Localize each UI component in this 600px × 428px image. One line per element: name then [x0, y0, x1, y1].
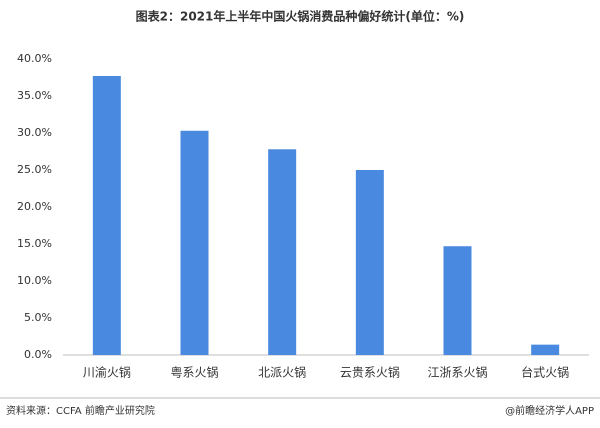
- chart-title: 图表2：2021年上半年中国火锅消费品种偏好统计(单位：%): [136, 9, 465, 24]
- x-tick-label: 台式火锅: [521, 365, 569, 380]
- y-tick-label: 20.0%: [17, 200, 52, 213]
- y-tick-label: 15.0%: [17, 237, 52, 250]
- credit: @前瞻经济学人APP: [505, 404, 594, 417]
- y-tick-label: 10.0%: [17, 274, 52, 287]
- bar: [92, 76, 121, 356]
- bar: [180, 130, 209, 355]
- y-tick-label: 5.0%: [24, 311, 52, 324]
- bar: [355, 170, 384, 355]
- x-tick-label: 川渝火锅: [83, 365, 131, 380]
- bar: [443, 246, 472, 355]
- y-tick-label: 25.0%: [17, 163, 52, 176]
- bar: [531, 344, 560, 355]
- bar: [268, 149, 297, 355]
- source: 资料来源：CCFA 前瞻产业研究院: [6, 404, 155, 417]
- x-tick-label: 粤系火锅: [170, 365, 218, 380]
- y-tick-label: 0.0%: [24, 348, 52, 361]
- x-tick-label: 北派火锅: [258, 365, 306, 380]
- x-tick-label: 江浙系火锅: [427, 365, 487, 380]
- x-tick-label: 云贵系火锅: [340, 365, 400, 380]
- y-tick-label: 40.0%: [17, 52, 52, 65]
- y-tick-label: 35.0%: [17, 89, 52, 102]
- y-tick-label: 30.0%: [17, 126, 52, 139]
